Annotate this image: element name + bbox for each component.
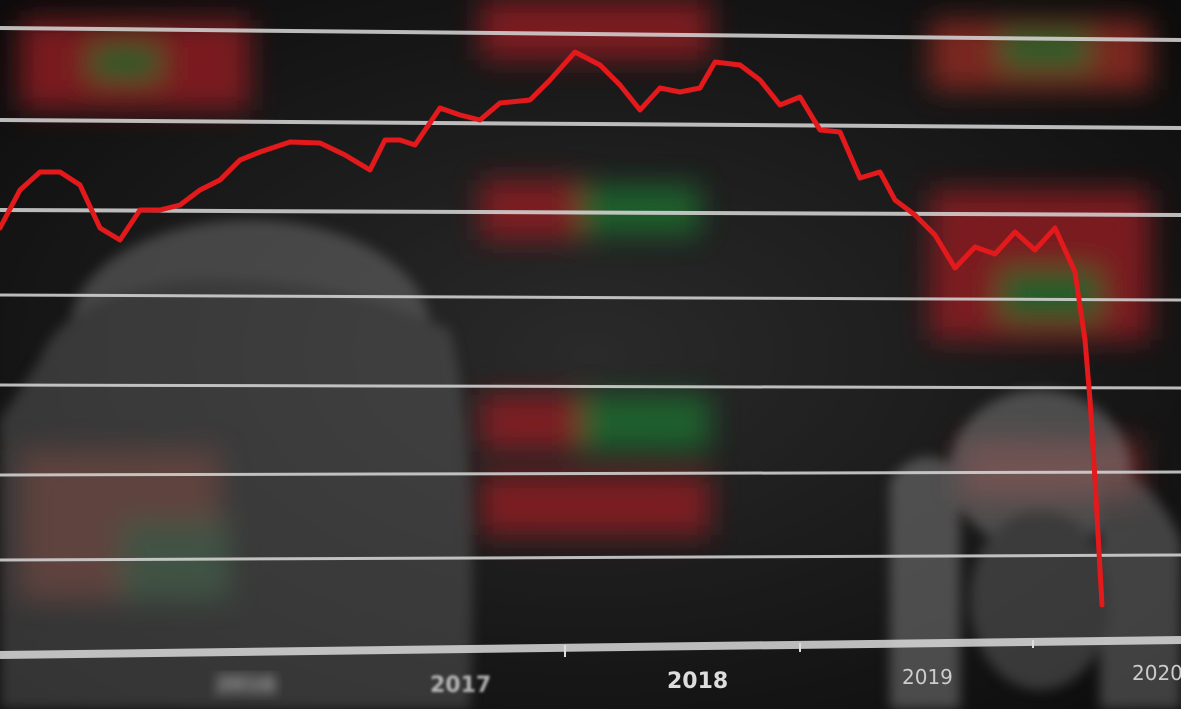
grid-line: [0, 208, 1181, 217]
year-label-2016: 2016: [215, 673, 276, 698]
market-trend-line: [0, 49, 1105, 608]
grid-line: [0, 293, 1181, 302]
year-label-2019: 2019: [902, 665, 953, 689]
grid-line: [0, 553, 1181, 562]
year-label-2017: 2017: [430, 673, 491, 698]
grid-line: [0, 636, 1181, 659]
grid-line: [0, 26, 1181, 42]
year-label-2018: 2018: [667, 669, 728, 694]
grid-line: [0, 118, 1181, 130]
axis-ticks: [564, 640, 1034, 657]
grid-line: [0, 383, 1181, 390]
grid-line: [0, 470, 1181, 477]
horizontal-grid-lines: [0, 26, 1181, 659]
year-label-2020: 2020: [1132, 661, 1181, 685]
